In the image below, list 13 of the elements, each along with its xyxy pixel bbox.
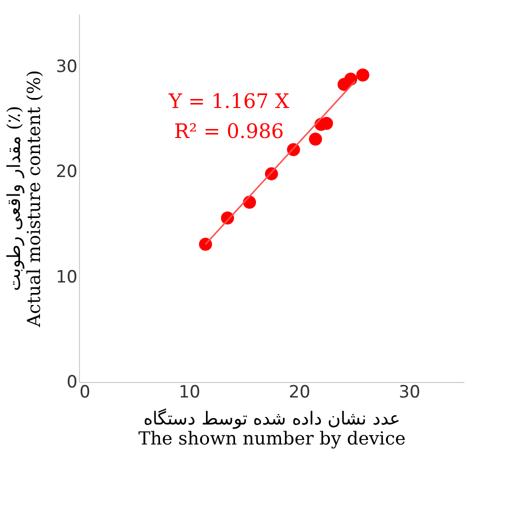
- point: [198, 238, 212, 251]
- y-tick-label: 30: [56, 57, 78, 78]
- x-tick-label: 20: [288, 382, 310, 402]
- point: [344, 72, 358, 86]
- x-tick-label: 30: [398, 382, 420, 402]
- y-tick-label: 10: [56, 267, 78, 288]
- annotation: R² = 0.986: [174, 119, 284, 143]
- point: [356, 68, 370, 82]
- y-tick-label: 20: [56, 162, 78, 182]
- x-tick-label: 0: [80, 382, 90, 402]
- x-tick-label: 10: [178, 382, 200, 402]
- annotation: Y = 1.167 X: [168, 89, 290, 113]
- point: [308, 132, 322, 146]
